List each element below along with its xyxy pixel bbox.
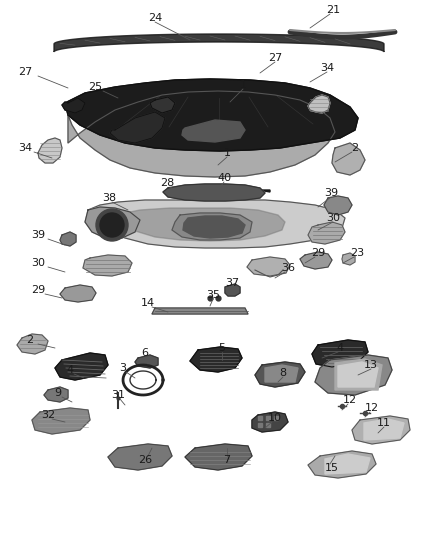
Text: 31: 31 <box>111 390 125 400</box>
Polygon shape <box>274 416 278 420</box>
Text: 37: 37 <box>225 278 239 288</box>
Polygon shape <box>183 216 245 238</box>
Text: 29: 29 <box>31 285 45 295</box>
Text: 8: 8 <box>279 368 286 378</box>
Text: 34: 34 <box>320 63 334 73</box>
Circle shape <box>96 209 128 241</box>
Polygon shape <box>152 308 248 314</box>
Polygon shape <box>198 188 270 192</box>
Text: 36: 36 <box>281 263 295 273</box>
Polygon shape <box>325 454 370 474</box>
Text: 10: 10 <box>268 413 282 423</box>
Polygon shape <box>150 97 175 113</box>
Text: 4: 4 <box>336 343 343 353</box>
Text: 2: 2 <box>351 143 359 153</box>
Text: 27: 27 <box>18 67 32 77</box>
Polygon shape <box>65 79 358 151</box>
Polygon shape <box>54 34 384 52</box>
Polygon shape <box>190 347 242 372</box>
Text: 5: 5 <box>219 343 226 353</box>
Polygon shape <box>115 208 285 241</box>
Text: 12: 12 <box>343 395 357 405</box>
Polygon shape <box>308 451 376 478</box>
Text: 39: 39 <box>324 188 338 198</box>
Polygon shape <box>266 423 270 427</box>
Polygon shape <box>266 416 270 420</box>
Polygon shape <box>172 213 252 240</box>
Polygon shape <box>312 340 368 367</box>
Text: 14: 14 <box>141 298 155 308</box>
Polygon shape <box>308 95 330 113</box>
Polygon shape <box>265 365 298 382</box>
Text: 12: 12 <box>365 403 379 413</box>
Polygon shape <box>247 257 290 276</box>
Polygon shape <box>342 253 355 265</box>
Text: 35: 35 <box>206 290 220 300</box>
Text: 30: 30 <box>326 213 340 223</box>
Polygon shape <box>163 184 265 201</box>
Polygon shape <box>258 416 262 420</box>
Text: 21: 21 <box>326 5 340 15</box>
Text: 26: 26 <box>138 455 152 465</box>
Polygon shape <box>335 359 382 390</box>
Polygon shape <box>60 232 76 246</box>
Text: 6: 6 <box>141 348 148 358</box>
Text: 7: 7 <box>223 455 230 465</box>
Text: 28: 28 <box>160 178 174 188</box>
Text: 2: 2 <box>26 335 34 345</box>
Text: 24: 24 <box>148 13 162 23</box>
Text: 1: 1 <box>240 80 247 90</box>
Text: 4: 4 <box>67 365 74 375</box>
Polygon shape <box>324 196 352 215</box>
Polygon shape <box>255 362 305 387</box>
Polygon shape <box>352 416 410 444</box>
Text: 1: 1 <box>223 148 230 158</box>
Text: 32: 32 <box>41 410 55 420</box>
Text: 9: 9 <box>54 388 62 398</box>
Polygon shape <box>32 408 90 434</box>
Text: 27: 27 <box>268 53 282 63</box>
Text: 29: 29 <box>311 248 325 258</box>
Text: 30: 30 <box>31 258 45 268</box>
Polygon shape <box>62 98 85 113</box>
Text: 23: 23 <box>350 248 364 258</box>
Circle shape <box>100 213 124 237</box>
Polygon shape <box>300 252 332 269</box>
Polygon shape <box>108 444 172 470</box>
Polygon shape <box>85 207 140 238</box>
Text: 40: 40 <box>217 173 231 183</box>
Polygon shape <box>252 412 288 432</box>
Polygon shape <box>338 362 378 387</box>
Polygon shape <box>60 285 96 302</box>
Text: 38: 38 <box>102 193 116 203</box>
Polygon shape <box>83 255 132 276</box>
Polygon shape <box>135 355 158 368</box>
Polygon shape <box>17 334 48 354</box>
Polygon shape <box>185 444 252 470</box>
Polygon shape <box>55 353 108 380</box>
Polygon shape <box>88 200 345 248</box>
Text: 3: 3 <box>120 363 127 373</box>
Polygon shape <box>364 419 404 440</box>
Text: 11: 11 <box>377 418 391 428</box>
Polygon shape <box>225 284 240 296</box>
Polygon shape <box>130 371 156 389</box>
Polygon shape <box>332 143 365 175</box>
Polygon shape <box>38 138 62 163</box>
Text: 13: 13 <box>364 360 378 370</box>
Polygon shape <box>182 120 245 142</box>
Polygon shape <box>308 222 345 244</box>
Text: 34: 34 <box>18 143 32 153</box>
Text: 25: 25 <box>88 82 102 92</box>
Text: 39: 39 <box>31 230 45 240</box>
Polygon shape <box>258 423 262 427</box>
Polygon shape <box>110 112 165 143</box>
Polygon shape <box>44 387 68 402</box>
Polygon shape <box>68 91 335 177</box>
Text: 15: 15 <box>325 463 339 473</box>
Polygon shape <box>315 355 392 395</box>
